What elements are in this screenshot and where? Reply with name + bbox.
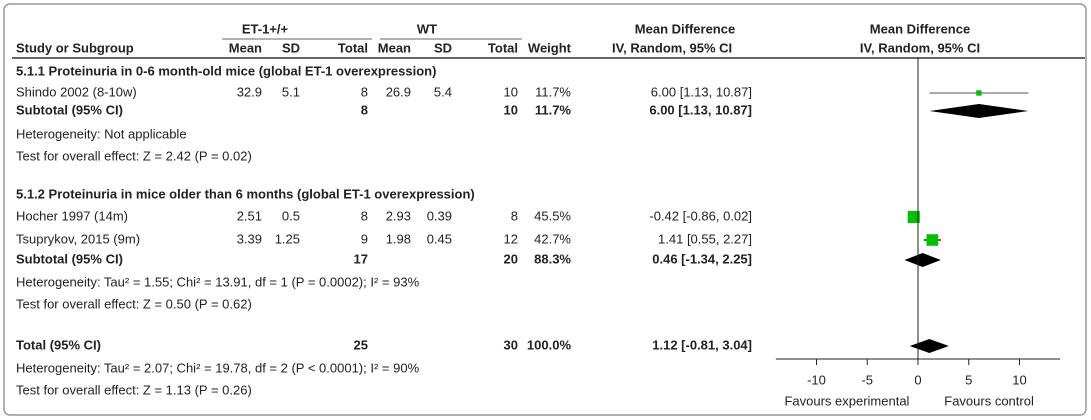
cell: 10 [504, 84, 518, 99]
heterogeneity: Heterogeneity: Tau² = 2.07; Chi² = 19.78… [16, 360, 420, 375]
column-header: IV, Random, 95% CI [612, 40, 732, 55]
column-header: IV, Random, 95% CI [860, 40, 980, 55]
x-tick-label: 0 [914, 372, 921, 387]
row-label: Hocher 1997 (14m) [16, 208, 128, 223]
cell: 26.9 [386, 84, 411, 99]
ci-label: 6.00 [1.13, 10.87] [649, 102, 752, 117]
ci-label: 6.00 [1.13, 10.87] [651, 84, 752, 99]
study-square [907, 210, 920, 224]
ci-label: 0.46 [-1.34, 2.25] [652, 251, 752, 266]
column-header: Total [488, 40, 518, 55]
ci-label: -0.42 [-0.86, 0.02] [649, 208, 752, 223]
cell: 0.39 [427, 208, 452, 223]
weight: 45.5% [534, 208, 571, 223]
weight: 11.7% [535, 102, 572, 117]
overall-effect: Test for overall effect: Z = 1.13 (P = 0… [16, 382, 252, 397]
favours-right: Favours control [944, 393, 1034, 408]
cell: 5.1 [282, 84, 300, 99]
heterogeneity: Heterogeneity: Tau² = 1.55; Chi² = 13.91… [16, 274, 420, 289]
cell: 30 [504, 337, 518, 352]
group-header: ET-1+/+ [242, 21, 289, 36]
summary-diamond [904, 253, 941, 267]
group-header: WT [417, 21, 437, 36]
ci-label: 1.12 [-0.81, 3.04] [652, 337, 752, 352]
cell: 32.9 [237, 84, 262, 99]
cell: 8 [511, 208, 518, 223]
cell: 0.5 [282, 208, 300, 223]
column-header: Total [338, 40, 368, 55]
weight: 88.3% [534, 251, 571, 266]
column-header: Weight [528, 40, 572, 55]
cell: 5.4 [434, 84, 452, 99]
cell: 10 [504, 102, 518, 117]
x-tick-label: -5 [861, 372, 873, 387]
overall-effect: Test for overall effect: Z = 0.50 (P = 0… [16, 296, 252, 311]
cell: 17 [354, 251, 368, 266]
ci-label: 1.41 [0.55, 2.27] [658, 231, 752, 246]
summary-diamond [909, 339, 949, 353]
cell: 0.45 [427, 231, 452, 246]
cell: 3.39 [237, 231, 262, 246]
cell: 9 [361, 231, 368, 246]
weight: 11.7% [535, 84, 571, 99]
heterogeneity: Heterogeneity: Not applicable [16, 126, 187, 141]
x-tick-label: -10 [807, 372, 826, 387]
x-tick-label: 10 [1012, 372, 1026, 387]
study-square [976, 90, 982, 96]
row-label: Tsuprykov, 2015 (9m) [16, 231, 140, 246]
summary-diamond [929, 104, 1029, 118]
cell: 8 [361, 208, 368, 223]
cell: 12 [504, 231, 518, 246]
cell: 2.93 [386, 208, 411, 223]
column-header: SD [434, 40, 452, 55]
group-header: Mean Difference [635, 21, 735, 36]
column-header: Mean [229, 40, 262, 55]
column-header: SD [282, 40, 300, 55]
row-label: Subtotal (95% CI) [16, 102, 123, 117]
row-label: Subtotal (95% CI) [16, 251, 123, 266]
row-label: Shindo 2002 (8-10w) [16, 84, 137, 99]
weight: 42.7% [534, 231, 571, 246]
section-title: 5.1.1 Proteinuria in 0-6 month-old mice … [16, 63, 436, 78]
study-square [926, 234, 939, 246]
group-header: Mean Difference [870, 21, 970, 36]
row-label: Total (95% CI) [16, 337, 101, 352]
x-tick-label: 5 [965, 372, 972, 387]
cell: 8 [361, 84, 368, 99]
cell: 1.25 [275, 231, 300, 246]
favours-left: Favours experimental [784, 393, 909, 408]
cell: 2.51 [237, 208, 262, 223]
section-title: 5.1.2 Proteinuria in mice older than 6 m… [16, 186, 475, 201]
frame [3, 3, 1087, 416]
weight: 100.0% [527, 337, 572, 352]
cell: 8 [361, 102, 368, 117]
column-header: Study or Subgroup [16, 40, 134, 55]
cell: 25 [354, 337, 368, 352]
overall-effect: Test for overall effect: Z = 2.42 (P = 0… [16, 148, 252, 163]
cell: 20 [504, 251, 518, 266]
column-header: Mean [378, 40, 411, 55]
cell: 1.98 [386, 231, 411, 246]
